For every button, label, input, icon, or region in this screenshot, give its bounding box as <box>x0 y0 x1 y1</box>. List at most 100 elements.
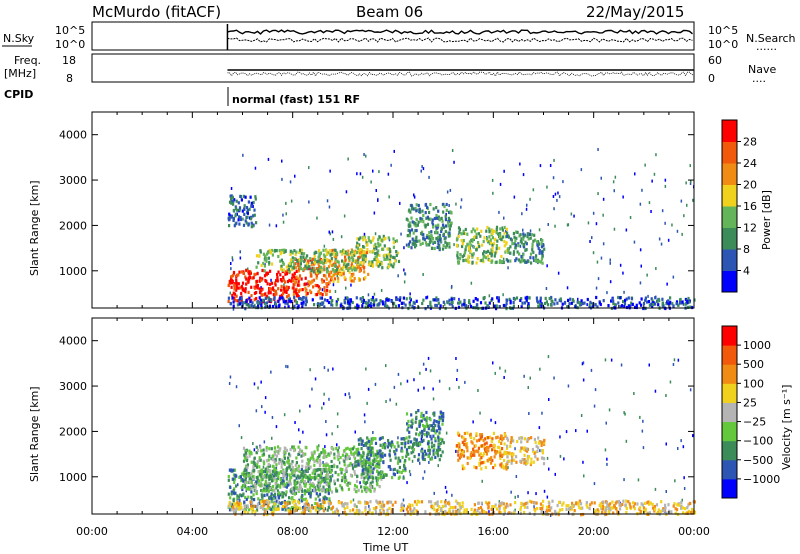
echo-cell <box>306 267 309 271</box>
echo-cell <box>374 437 377 441</box>
echo-cell <box>366 468 369 472</box>
echo-cell <box>273 489 276 493</box>
echo-cell <box>491 297 494 301</box>
echo-cell <box>450 221 453 225</box>
echo-cell <box>328 481 331 485</box>
echo-cell <box>230 196 233 201</box>
echo-cell <box>255 451 258 455</box>
echo-cell <box>342 266 345 270</box>
echo-cell <box>296 293 299 297</box>
echo-cell <box>491 459 494 463</box>
scatter-cell <box>432 387 434 391</box>
echo-cell <box>429 434 432 438</box>
echo-cell <box>414 420 417 424</box>
echo-cell <box>230 490 233 494</box>
echo-cell <box>314 283 317 288</box>
echo-cell <box>337 473 340 477</box>
echo-cell <box>432 434 435 438</box>
echo-cell <box>535 254 538 258</box>
scatter-cell <box>692 198 694 202</box>
echo-cell <box>246 211 249 215</box>
echo-cell <box>232 208 235 213</box>
echo-cell <box>281 492 284 496</box>
echo-cell <box>358 237 361 241</box>
scatter-cell <box>602 242 605 246</box>
scatter-cell <box>433 491 435 495</box>
echo-cell <box>522 243 526 247</box>
colorbar-segment <box>722 326 737 346</box>
echo-cell <box>421 301 424 306</box>
echo-cell <box>335 255 338 259</box>
echo-cell <box>515 230 518 234</box>
echo-cell <box>268 477 271 481</box>
echo-cell <box>306 281 309 286</box>
echo-cell <box>306 475 309 479</box>
echo-cell <box>391 264 394 268</box>
echo-cell <box>647 300 651 304</box>
echo-cell <box>273 289 276 293</box>
echo-cell <box>368 443 371 447</box>
scatter-cell <box>665 442 667 446</box>
scatter-cell <box>325 433 328 437</box>
scatter-cell <box>458 297 460 301</box>
echo-cell <box>287 297 290 301</box>
echo-cell <box>265 500 268 504</box>
echo-cell <box>435 206 438 210</box>
echo-cell <box>493 238 496 242</box>
scatter-cell <box>397 372 400 376</box>
echo-cell <box>363 476 366 480</box>
echo-cell <box>240 479 243 483</box>
echo-cell <box>333 452 336 456</box>
echo-cell <box>374 252 377 256</box>
scatter-cell <box>264 396 267 400</box>
echo-cell <box>246 487 249 491</box>
echo-cell <box>232 270 236 275</box>
echo-cell <box>485 229 488 233</box>
scatter-cell <box>336 443 338 447</box>
echo-cell <box>501 260 504 264</box>
echo-cell <box>236 500 239 504</box>
echo-cell <box>486 254 490 258</box>
echo-cell <box>521 301 524 305</box>
echo-cell <box>360 485 363 489</box>
echo-cell <box>360 475 363 480</box>
echo-cell <box>244 472 247 476</box>
echo-cell <box>409 298 412 302</box>
echo-cell <box>362 238 365 242</box>
echo-cell <box>380 470 383 474</box>
echo-cell <box>329 262 332 266</box>
echo-cell <box>486 305 490 309</box>
echo-cell <box>525 260 528 264</box>
scatter-cell <box>455 357 457 360</box>
echo-cell <box>270 281 274 285</box>
echo-cell <box>483 296 486 300</box>
echo-cell <box>309 257 312 261</box>
echo-cell <box>235 484 238 488</box>
echo-cell <box>498 233 501 237</box>
echo-cell <box>438 431 441 435</box>
echo-cell <box>414 229 417 233</box>
echo-cell <box>408 296 412 300</box>
echo-cell <box>462 302 465 306</box>
echo-cell <box>674 507 677 511</box>
echo-cell <box>281 482 284 486</box>
echo-cell <box>497 299 500 303</box>
echo-cell <box>448 510 451 514</box>
echo-cell <box>362 236 365 240</box>
echo-cell <box>282 474 285 478</box>
scatter-cell <box>499 366 501 370</box>
echo-cell <box>255 265 258 269</box>
echo-cell <box>293 492 296 496</box>
scatter-cell <box>582 460 584 464</box>
echo-cell <box>432 207 435 211</box>
echo-cell <box>381 455 384 459</box>
echo-cell <box>320 278 324 282</box>
echo-cell <box>299 288 302 292</box>
scatter-cell <box>253 448 256 452</box>
scatter-cell <box>354 430 356 434</box>
echo-cell <box>439 437 442 441</box>
echo-cell <box>475 232 478 236</box>
echo-cell <box>305 462 308 466</box>
echo-cell <box>662 507 665 511</box>
